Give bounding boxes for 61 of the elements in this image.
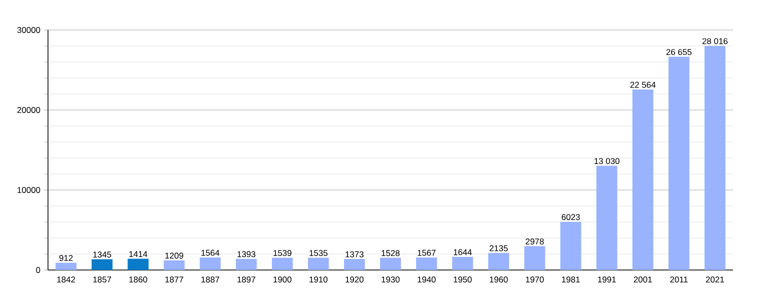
x-tick-label: 1960 bbox=[490, 276, 508, 283]
x-tick-label: 1877 bbox=[165, 276, 184, 283]
bar bbox=[344, 259, 365, 270]
bar bbox=[128, 258, 149, 270]
bar bbox=[560, 222, 582, 270]
data-label: 2135 bbox=[490, 245, 508, 252]
x-tick-label: 1857 bbox=[93, 276, 112, 283]
x-tick-label: 1970 bbox=[526, 276, 544, 283]
bar bbox=[164, 260, 185, 270]
x-tick-label: 1897 bbox=[238, 276, 256, 283]
x-tick-label: 2011 bbox=[670, 276, 688, 283]
data-label: 1373 bbox=[346, 251, 364, 258]
data-label: 1535 bbox=[310, 250, 328, 256]
x-tick-label: 1920 bbox=[346, 276, 364, 283]
bar bbox=[272, 258, 293, 270]
data-label: 912 bbox=[59, 255, 73, 262]
bar bbox=[668, 56, 690, 270]
x-tick-label: 1930 bbox=[382, 276, 400, 283]
data-label: 6023 bbox=[562, 214, 580, 220]
x-tick-label: 1842 bbox=[57, 276, 76, 283]
data-label: 1567 bbox=[418, 250, 436, 256]
data-label: 1393 bbox=[238, 251, 256, 258]
x-tick-label: 1981 bbox=[562, 276, 580, 283]
bar bbox=[92, 259, 113, 270]
data-label: 1528 bbox=[382, 250, 400, 256]
data-label: 1539 bbox=[274, 250, 292, 256]
bar bbox=[452, 256, 474, 270]
bar bbox=[56, 262, 76, 270]
bar bbox=[488, 252, 510, 270]
x-tick-label: 1991 bbox=[598, 276, 616, 283]
data-label: 13 030 bbox=[594, 158, 620, 164]
x-tick-label: 1910 bbox=[310, 276, 328, 283]
bar bbox=[524, 246, 546, 270]
data-label: 1209 bbox=[165, 252, 184, 259]
y-tick-label: 20000 bbox=[17, 107, 40, 113]
data-label: 1644 bbox=[454, 249, 472, 256]
bar bbox=[416, 257, 438, 270]
data-label: 22 564 bbox=[630, 82, 656, 88]
data-label: 1564 bbox=[201, 250, 220, 256]
bar bbox=[632, 89, 654, 270]
y-tick-label: 10000 bbox=[18, 187, 40, 193]
data-label: 28 016 bbox=[702, 38, 728, 44]
x-tick-label: 1860 bbox=[129, 276, 148, 283]
x-tick-label: 1900 bbox=[274, 276, 292, 283]
bar bbox=[308, 258, 329, 270]
data-label: 26 655 bbox=[666, 49, 692, 56]
x-tick-label: 2001 bbox=[634, 276, 652, 283]
x-tick-label: 1887 bbox=[201, 276, 220, 283]
bar bbox=[380, 258, 401, 270]
bar bbox=[704, 46, 726, 270]
data-label: 2978 bbox=[526, 238, 544, 244]
x-tick-label: 1940 bbox=[418, 276, 436, 283]
data-label: 1414 bbox=[129, 251, 148, 257]
y-tick-label: 30000 bbox=[17, 27, 40, 33]
bar bbox=[596, 166, 618, 270]
x-tick-label: 1950 bbox=[454, 276, 472, 283]
y-tick-label: 0 bbox=[36, 267, 40, 273]
bar bbox=[200, 257, 221, 270]
bar bbox=[236, 258, 257, 270]
data-label: 1345 bbox=[93, 252, 112, 258]
x-tick-label: 2021 bbox=[706, 276, 724, 283]
